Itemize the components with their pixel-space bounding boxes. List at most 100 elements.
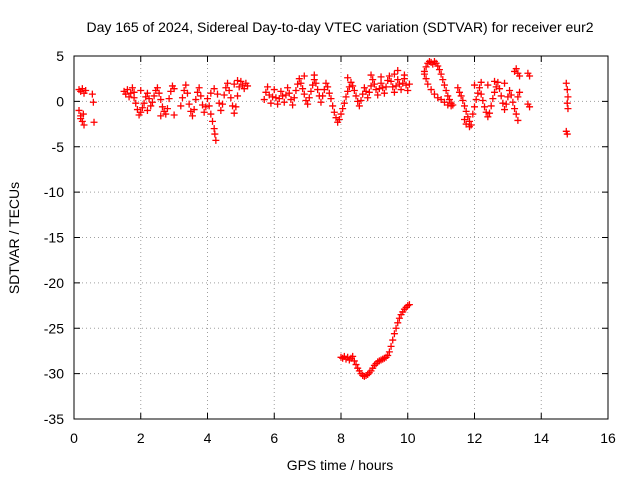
data-point xyxy=(260,96,268,104)
data-point xyxy=(512,110,520,118)
data-point xyxy=(224,79,232,87)
data-point xyxy=(486,109,494,117)
data-point xyxy=(564,93,572,101)
data-point xyxy=(367,71,375,79)
data-point xyxy=(232,103,240,111)
data-point xyxy=(234,77,242,85)
data-point xyxy=(170,85,178,93)
data-point xyxy=(202,103,210,111)
x-tick-label: 16 xyxy=(600,430,616,446)
data-point xyxy=(190,106,198,114)
data-point xyxy=(88,90,96,98)
data-point xyxy=(420,70,428,78)
data-point xyxy=(214,90,222,98)
x-tick-label: 0 xyxy=(70,430,78,446)
data-point xyxy=(442,86,450,94)
data-point xyxy=(225,86,233,94)
data-point xyxy=(207,110,215,118)
x-axis-label: GPS time / hours xyxy=(287,457,394,473)
data-point xyxy=(394,76,402,84)
y-tick-label: -20 xyxy=(44,275,64,291)
data-point xyxy=(397,86,405,94)
data-point xyxy=(369,76,377,84)
data-point xyxy=(377,79,385,87)
data-point xyxy=(422,75,430,83)
data-point xyxy=(267,99,275,107)
y-axis-label: SDTVAR / TECUs xyxy=(6,182,22,294)
data-point xyxy=(210,125,218,133)
data-point xyxy=(322,79,330,87)
x-tick-label: 10 xyxy=(400,430,416,446)
data-point xyxy=(279,92,287,100)
data-point xyxy=(379,84,387,92)
data-point xyxy=(162,110,170,118)
data-point xyxy=(384,351,392,359)
data-point xyxy=(337,353,345,361)
data-point xyxy=(502,100,510,108)
data-point xyxy=(347,78,355,86)
x-tick-label: 8 xyxy=(337,430,345,446)
x-tick-label: 14 xyxy=(533,430,549,446)
data-point xyxy=(355,102,363,110)
data-point xyxy=(404,86,412,94)
data-point xyxy=(424,80,432,88)
data-point xyxy=(394,319,402,327)
data-point xyxy=(339,105,347,113)
chart-title: Day 165 of 2024, Sidereal Day-to-day VTE… xyxy=(86,19,593,35)
data-point xyxy=(324,83,332,91)
data-point xyxy=(305,94,313,102)
data-point xyxy=(327,95,335,103)
data-point xyxy=(375,85,383,93)
data-point xyxy=(210,85,218,93)
data-point xyxy=(563,99,571,107)
data-point xyxy=(374,91,382,99)
data-point xyxy=(395,80,403,88)
data-point xyxy=(165,95,173,103)
x-tick-label: 12 xyxy=(467,430,483,446)
data-point xyxy=(342,93,350,101)
data-point xyxy=(507,91,515,99)
data-point xyxy=(197,92,205,100)
data-point xyxy=(387,342,395,350)
data-points xyxy=(75,57,572,380)
data-point xyxy=(460,116,468,124)
data-point xyxy=(150,92,158,100)
data-point xyxy=(90,118,98,126)
data-point xyxy=(395,314,403,322)
data-point xyxy=(390,330,398,338)
data-point xyxy=(372,86,380,94)
data-point xyxy=(272,94,280,102)
data-point xyxy=(497,92,505,100)
data-point xyxy=(380,89,388,97)
data-point xyxy=(128,84,136,92)
x-tick-label: 6 xyxy=(270,430,278,446)
data-point xyxy=(477,78,485,86)
data-point xyxy=(462,120,470,128)
data-point xyxy=(292,86,300,94)
data-point xyxy=(364,94,372,102)
data-point xyxy=(564,105,572,113)
data-point xyxy=(244,82,252,90)
data-point xyxy=(300,90,308,98)
y-tick-label: 0 xyxy=(56,93,64,109)
data-point xyxy=(182,81,190,89)
data-point xyxy=(506,86,514,94)
data-point xyxy=(491,77,499,85)
data-point xyxy=(147,102,155,110)
data-point xyxy=(269,93,277,101)
data-point xyxy=(285,89,293,97)
data-point xyxy=(447,102,455,110)
data-point xyxy=(479,96,487,104)
data-point xyxy=(471,81,478,89)
data-point xyxy=(295,75,303,83)
data-point xyxy=(337,110,345,118)
data-point xyxy=(471,103,478,111)
data-point xyxy=(227,94,235,102)
data-point xyxy=(484,81,492,89)
data-point xyxy=(340,99,348,107)
data-point xyxy=(454,84,462,92)
data-point xyxy=(390,88,398,96)
data-point xyxy=(370,80,378,88)
data-point xyxy=(290,94,298,102)
